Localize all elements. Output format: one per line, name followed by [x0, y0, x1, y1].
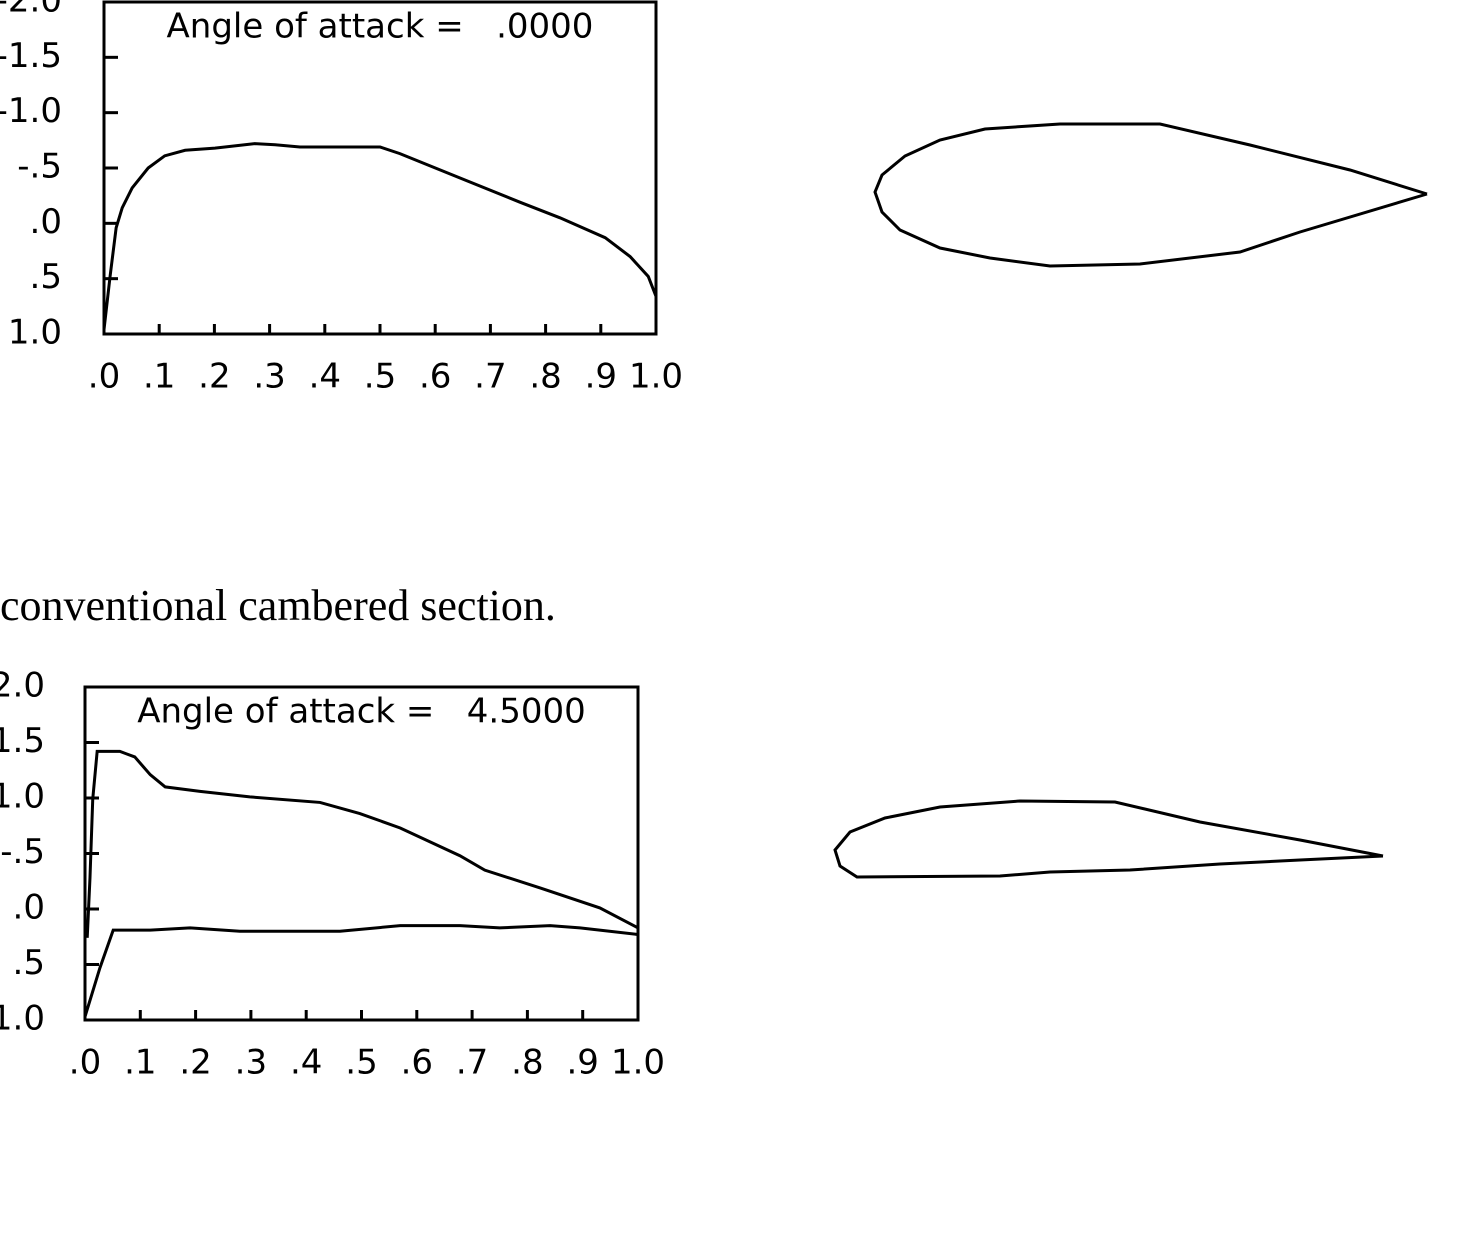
x-tick-label: .6 — [419, 357, 451, 397]
x-tick-label: .6 — [401, 1043, 433, 1083]
x-tick-label: .2 — [198, 357, 230, 397]
y-tick-label: -1.5 — [0, 721, 45, 761]
airfoil-cambered — [833, 799, 1384, 879]
x-tick-label: .9 — [566, 1043, 598, 1083]
y-tick-label: .0 — [30, 202, 62, 242]
cp-line — [102, 142, 658, 330]
x-tick-label: .0 — [88, 357, 120, 397]
cp-line — [83, 924, 639, 1018]
plot-frame — [83, 685, 640, 1022]
y-tick-label: -1.5 — [0, 36, 62, 76]
x-tick-label: .9 — [585, 357, 617, 397]
y-tick-label: .0 — [13, 888, 45, 928]
y-tick-label: -1.0 — [0, 91, 62, 131]
y-tick-label: -.5 — [0, 832, 45, 872]
x-tick-label: .5 — [345, 1043, 377, 1083]
x-tick-label: .4 — [290, 1043, 322, 1083]
airfoil-symmetric — [873, 122, 1428, 268]
x-tick-label: .7 — [474, 357, 506, 397]
y-tick-label: -2.0 — [0, 666, 45, 706]
y-tick-label: -1.0 — [0, 777, 45, 817]
x-tick-label: .8 — [511, 1043, 543, 1083]
x-tick-label: .8 — [529, 357, 561, 397]
x-tick-label: .2 — [179, 1043, 211, 1083]
x-tick-label: .7 — [456, 1043, 488, 1083]
y-tick-label: .5 — [30, 257, 62, 297]
caption: conventional cambered section. — [0, 581, 556, 630]
x-tick-label: .1 — [143, 357, 175, 397]
x-tick-label: .3 — [253, 357, 285, 397]
y-tick-label: 1.0 — [8, 313, 62, 353]
cp-line — [85, 749, 639, 938]
y-tick-label: -.5 — [17, 147, 62, 187]
x-tick-label: .3 — [235, 1043, 267, 1083]
x-tick-label: .0 — [69, 1043, 101, 1083]
x-tick-label: .1 — [124, 1043, 156, 1083]
x-tick-label: .4 — [309, 357, 341, 397]
y-tick-label: .5 — [13, 943, 45, 983]
x-tick-label: .5 — [364, 357, 396, 397]
annotation: Angle of attack = .0000 — [167, 7, 594, 47]
y-tick-label: -2.0 — [0, 0, 62, 21]
x-tick-label: 1.0 — [629, 357, 683, 397]
annotation: Angle of attack = 4.5000 — [137, 692, 586, 732]
x-tick-label: 1.0 — [611, 1043, 665, 1083]
plot-frame — [102, 0, 658, 336]
y-tick-label: 1.0 — [0, 999, 45, 1039]
